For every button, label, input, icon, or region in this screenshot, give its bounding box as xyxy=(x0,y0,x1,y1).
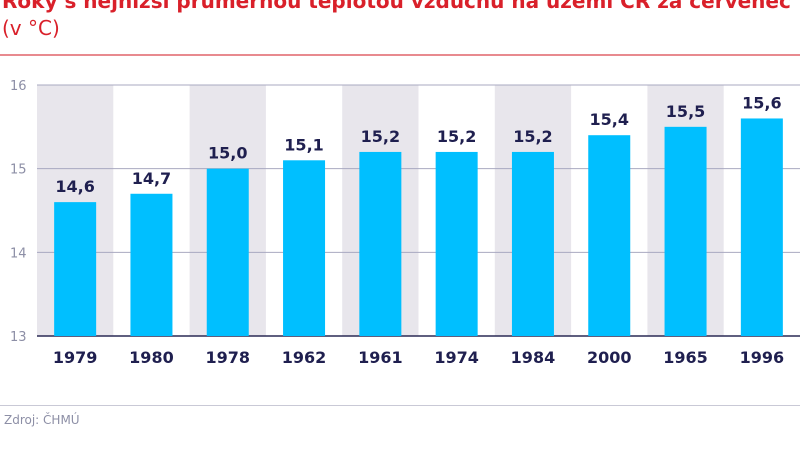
bar xyxy=(130,193,173,336)
source-divider xyxy=(0,405,800,406)
y-tick-label: 15 xyxy=(10,163,27,178)
data-label: 15,5 xyxy=(666,102,705,121)
y-tick-label: 13 xyxy=(10,330,27,345)
bar xyxy=(664,126,707,336)
y-tick-label: 16 xyxy=(10,79,27,94)
bar xyxy=(435,151,478,336)
x-tick-label: 1979 xyxy=(53,348,98,367)
data-label: 15,6 xyxy=(742,93,781,112)
x-tick-label: 1962 xyxy=(282,348,327,367)
data-label: 15,2 xyxy=(437,127,476,146)
x-tick-label: 1984 xyxy=(511,348,556,367)
data-label: 15,1 xyxy=(284,135,323,154)
title-divider xyxy=(0,54,800,56)
title-text: Roky s nejnižší průměrnou teplotou vzduc… xyxy=(2,0,791,13)
x-tick-label: 1978 xyxy=(205,348,250,367)
bar xyxy=(511,151,554,336)
x-tick-label: 1980 xyxy=(129,348,174,367)
bar xyxy=(359,151,402,336)
unit-text: (v °C) xyxy=(2,16,60,40)
bar xyxy=(283,160,326,336)
data-label: 14,7 xyxy=(132,169,171,188)
x-tick-label: 1961 xyxy=(358,348,403,367)
chart-title: Roky s nejnižší průměrnou teplotou vzduc… xyxy=(2,0,800,42)
data-label: 15,2 xyxy=(513,127,552,146)
y-tick-label: 14 xyxy=(10,246,27,261)
source-text: Zdroj: ČHMÚ xyxy=(4,413,80,427)
x-tick-label: 1974 xyxy=(434,348,479,367)
data-label: 15,0 xyxy=(208,144,247,163)
bar xyxy=(740,118,783,336)
bar-chart: 13 14 15 16 14,6 1979 14,7 1980 15,0 1978 15,1 1962… xyxy=(10,79,800,367)
data-label: 15,2 xyxy=(361,127,400,146)
x-tick-label: 1965 xyxy=(663,348,708,367)
data-label: 15,4 xyxy=(590,110,629,129)
bar xyxy=(588,135,631,336)
x-tick-label: 2000 xyxy=(587,348,632,367)
bar xyxy=(54,202,97,336)
data-label: 14,6 xyxy=(55,177,94,196)
bar xyxy=(206,168,249,336)
x-tick-label: 1996 xyxy=(740,348,785,367)
